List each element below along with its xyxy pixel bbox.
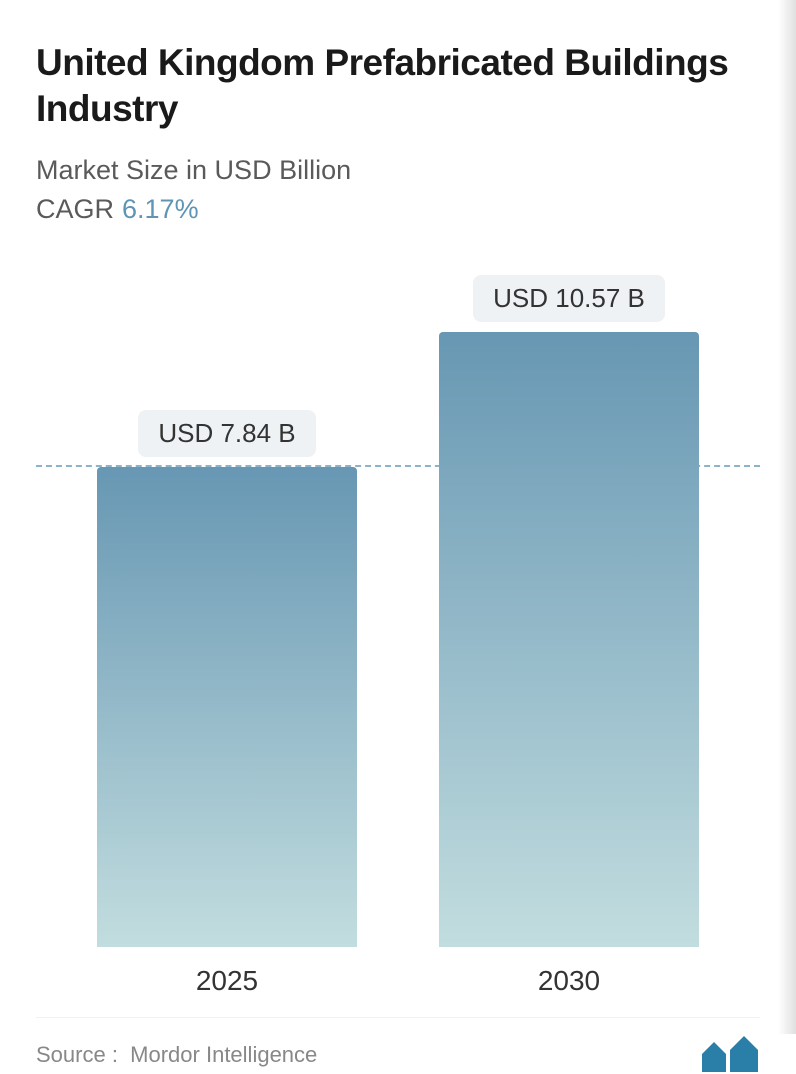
cagr-row: CAGR 6.17% — [36, 194, 760, 225]
x-label-2025: 2025 — [196, 965, 258, 997]
source-text: Source : Mordor Intelligence — [36, 1042, 317, 1068]
cagr-label: CAGR — [36, 194, 114, 224]
bar-2025 — [97, 467, 357, 947]
x-label-2030: 2030 — [538, 965, 600, 997]
bar-group-2025: USD 7.84 B 2025 — [97, 410, 357, 947]
footer: Source : Mordor Intelligence — [36, 1017, 760, 1074]
chart-subtitle: Market Size in USD Billion — [36, 155, 760, 186]
value-label-2030: USD 10.57 B — [473, 275, 665, 322]
source-name: Mordor Intelligence — [130, 1042, 317, 1067]
chart-title: United Kingdom Prefabricated Buildings I… — [36, 40, 760, 133]
value-label-2025: USD 7.84 B — [138, 410, 315, 457]
cagr-value: 6.17% — [122, 194, 199, 224]
chart-area: USD 7.84 B 2025 USD 10.57 B 2030 — [36, 275, 760, 1017]
brand-logo-icon — [700, 1036, 760, 1074]
bar-group-2030: USD 10.57 B 2030 — [439, 275, 699, 947]
source-label: Source : — [36, 1042, 118, 1067]
bar-2030 — [439, 332, 699, 947]
